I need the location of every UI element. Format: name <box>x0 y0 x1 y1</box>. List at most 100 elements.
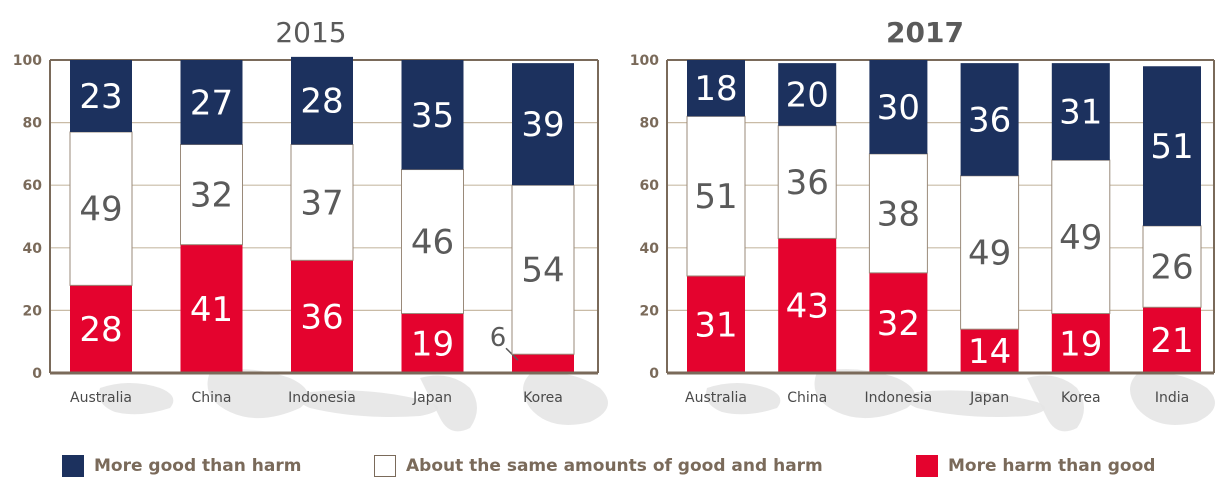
bar-segment-same <box>960 175 1020 330</box>
data-label: 31 <box>1059 93 1102 133</box>
y-tick-label: 20 <box>640 303 660 319</box>
y-tick-label: 40 <box>640 241 660 257</box>
bar-segment-same <box>1142 225 1202 308</box>
chart-title: 2015 <box>275 16 346 49</box>
map-silhouette <box>300 390 438 417</box>
map-silhouette <box>420 375 477 432</box>
y-tick-label: 20 <box>23 303 43 319</box>
bar-segment-good <box>778 63 837 126</box>
bar-segment-harm <box>512 354 574 373</box>
data-label: 37 <box>300 183 343 223</box>
data-label: 23 <box>79 77 122 117</box>
legend-swatch-harm <box>916 455 938 477</box>
bar-segment-good <box>1143 66 1201 226</box>
bar-segment-good <box>291 56 353 145</box>
legend: More good than harm About the same amoun… <box>0 454 1224 484</box>
bar-segment-same <box>777 125 837 239</box>
data-label: 39 <box>521 105 564 145</box>
map-silhouette <box>523 372 608 425</box>
data-label: 27 <box>190 83 233 123</box>
map-silhouette <box>814 369 915 419</box>
bar-segment-harm <box>401 313 464 373</box>
y-tick-label: 60 <box>640 178 660 194</box>
data-label: 41 <box>190 290 233 330</box>
data-label: 49 <box>968 233 1011 273</box>
y-tick-label: 0 <box>32 366 42 382</box>
bar-segment-same <box>868 153 928 274</box>
data-label: 46 <box>411 223 454 263</box>
data-label: 31 <box>694 305 737 345</box>
y-tick-label: 60 <box>23 178 43 194</box>
x-tick-label: Japan <box>412 390 452 406</box>
bar-segment-same <box>511 184 575 355</box>
data-label: 21 <box>1150 321 1193 361</box>
data-label: 28 <box>300 82 343 122</box>
bar-segment-harm <box>70 285 132 373</box>
legend-item-harm: More harm than good <box>916 454 1155 478</box>
x-tick-label: China <box>787 390 827 406</box>
data-label: 28 <box>79 310 122 350</box>
data-label: 14 <box>968 332 1011 372</box>
legend-item-same: About the same amounts of good and harm <box>374 454 823 478</box>
x-tick-label: India <box>1155 390 1189 406</box>
data-label: 43 <box>786 287 829 327</box>
data-label: 32 <box>190 176 233 216</box>
legend-swatch-good <box>62 455 84 477</box>
bar-segment-same <box>180 144 243 246</box>
x-tick-label: Indonesia <box>865 390 933 406</box>
data-label: 36 <box>300 298 343 338</box>
legend-label-good: More good than harm <box>94 456 302 476</box>
data-label: 49 <box>1059 218 1102 258</box>
bar-segment-harm <box>1143 307 1201 373</box>
data-label: 36 <box>968 100 1011 140</box>
map-silhouette <box>207 369 308 419</box>
data-label: 30 <box>877 88 920 128</box>
data-label: 38 <box>877 194 920 234</box>
bar-segment-same <box>290 144 354 261</box>
bar-segment-good <box>70 60 132 132</box>
legend-label-harm: More harm than good <box>948 456 1156 476</box>
bar-segment-harm <box>778 238 837 373</box>
data-label: 6 <box>490 323 507 353</box>
y-tick-label: 100 <box>13 53 42 69</box>
map-silhouette <box>99 383 174 415</box>
map-silhouette <box>907 390 1045 417</box>
data-label: 51 <box>694 177 737 217</box>
chart-2017: 2017 0 20 40 60 80 100 31 51 18 Australia 43 36 20 Chi… <box>630 16 1215 432</box>
bar-segment-harm <box>180 244 243 373</box>
legend-swatch-same <box>374 455 396 477</box>
y-tick-label: 40 <box>23 241 43 257</box>
x-tick-label: Japan <box>969 390 1009 406</box>
data-label: 54 <box>521 251 564 291</box>
bar-segment-same <box>1051 159 1111 315</box>
y-tick-label: 0 <box>649 366 659 382</box>
data-label: 26 <box>1150 248 1193 288</box>
bar-segment-harm <box>869 272 928 373</box>
y-tick-label: 80 <box>23 116 43 132</box>
data-label: 36 <box>786 163 829 203</box>
y-tick-label: 80 <box>640 116 660 132</box>
data-label: 49 <box>79 190 122 230</box>
chart-2015: 2015 0 20 40 60 80 100 28 49 23 Australia 41 32 27 Chi… <box>13 16 608 432</box>
data-label: 51 <box>1150 127 1193 167</box>
x-tick-label: Indonesia <box>288 390 356 406</box>
bar-segment-same <box>69 131 133 286</box>
data-label: 35 <box>411 96 454 136</box>
bar-segment-good <box>960 63 1019 176</box>
data-label: 19 <box>1059 324 1102 364</box>
bar-segment-harm <box>1051 313 1110 373</box>
bar-segment-good <box>401 60 464 170</box>
bar-segment-good <box>869 60 928 154</box>
x-tick-label: China <box>192 390 232 406</box>
bar-segment-good <box>180 60 243 145</box>
y-tick-label: 100 <box>630 53 659 69</box>
chart-title: 2017 <box>886 16 964 49</box>
map-silhouette <box>706 383 781 415</box>
map-silhouette <box>1130 372 1215 425</box>
x-tick-label: Australia <box>685 390 747 406</box>
legend-label-same: About the same amounts of good and harm <box>406 456 823 476</box>
bar-segment-good <box>512 63 574 186</box>
data-label: 18 <box>694 69 737 109</box>
x-tick-label: Korea <box>1061 390 1101 406</box>
